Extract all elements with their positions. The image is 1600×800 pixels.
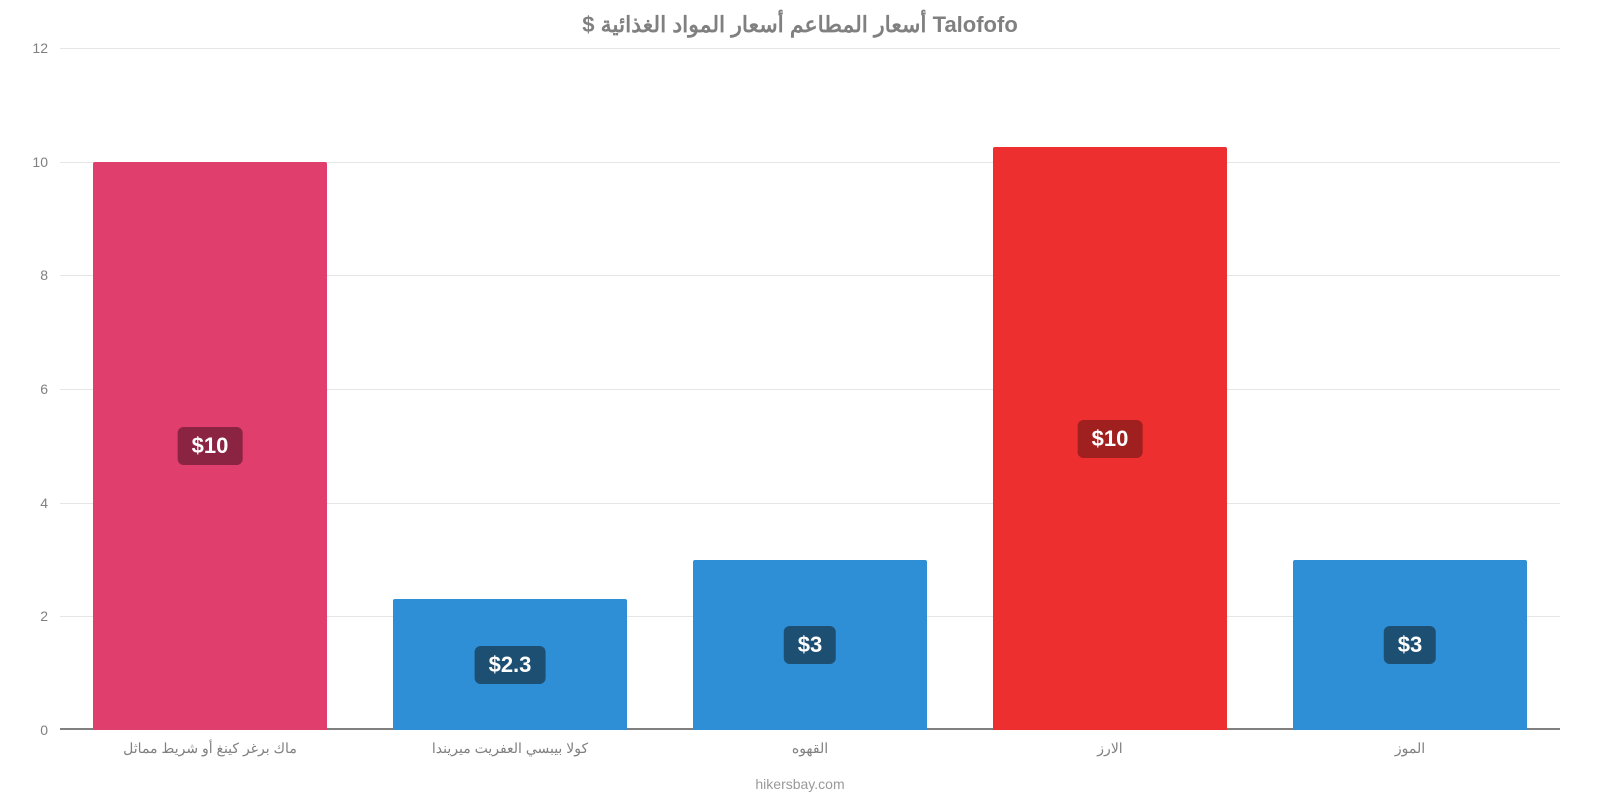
y-tick-label: 6 [40,381,60,397]
x-tick-label: القهوه [792,730,828,757]
bar-slot: $10الارز [960,48,1260,730]
bar-slot: $3الموز [1260,48,1560,730]
bar-slot: $2.3كولا بيبسي العفريت ميريندا [360,48,660,730]
bar-value-badge: $3 [1384,626,1436,664]
y-tick-label: 4 [40,495,60,511]
x-tick-label: الموز [1395,730,1425,757]
y-tick-label: 10 [32,154,60,170]
chart-title: $ أسعار المطاعم أسعار المواد الغذائية Ta… [0,0,1600,46]
y-tick-label: 12 [32,40,60,56]
y-tick-label: 2 [40,608,60,624]
bar-value-badge: $3 [784,626,836,664]
y-tick-label: 0 [40,722,60,738]
chart-plot-area: 024681012$10ماك برغر كينغ أو شريط مماثل$… [60,48,1560,730]
x-tick-label: ماك برغر كينغ أو شريط مماثل [123,730,297,757]
x-tick-label: كولا بيبسي العفريت ميريندا [432,730,588,757]
bar-value-badge: $2.3 [475,646,546,684]
bar-slot: $10ماك برغر كينغ أو شريط مماثل [60,48,360,730]
y-tick-label: 8 [40,267,60,283]
chart-credit: hikersbay.com [0,776,1600,792]
bar-slot: $3القهوه [660,48,960,730]
bar-value-badge: $10 [1078,420,1143,458]
x-tick-label: الارز [1097,730,1122,757]
bar-value-badge: $10 [178,427,243,465]
